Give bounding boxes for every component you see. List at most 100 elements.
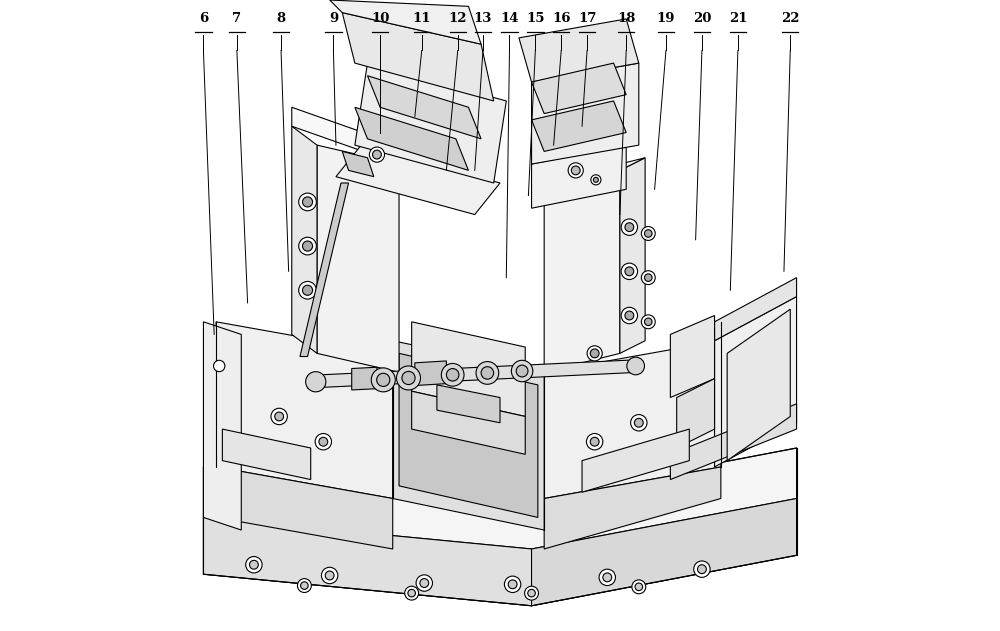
Circle shape: [632, 580, 646, 594]
Circle shape: [590, 437, 599, 446]
Polygon shape: [317, 145, 399, 372]
Circle shape: [214, 360, 225, 372]
Circle shape: [621, 219, 638, 235]
Polygon shape: [342, 151, 374, 177]
Circle shape: [397, 366, 420, 390]
Text: 6: 6: [199, 12, 208, 25]
Text: 20: 20: [693, 12, 711, 25]
Circle shape: [571, 166, 580, 175]
Polygon shape: [437, 385, 500, 423]
Polygon shape: [582, 429, 689, 492]
Polygon shape: [670, 404, 797, 480]
Text: 14: 14: [500, 12, 519, 25]
Circle shape: [644, 230, 652, 237]
Circle shape: [590, 349, 599, 358]
Circle shape: [481, 367, 494, 379]
Polygon shape: [203, 448, 797, 549]
Circle shape: [325, 571, 334, 580]
Circle shape: [641, 271, 655, 285]
Polygon shape: [330, 0, 481, 44]
Polygon shape: [677, 379, 715, 448]
Circle shape: [698, 565, 706, 574]
Polygon shape: [519, 19, 639, 82]
Circle shape: [635, 583, 643, 591]
Polygon shape: [342, 13, 494, 101]
Text: 19: 19: [657, 12, 675, 25]
Circle shape: [627, 357, 644, 375]
Circle shape: [508, 580, 517, 589]
Circle shape: [694, 561, 710, 577]
Polygon shape: [412, 322, 525, 416]
Polygon shape: [727, 309, 790, 461]
Polygon shape: [393, 341, 544, 530]
Circle shape: [631, 415, 647, 431]
Text: 8: 8: [276, 12, 286, 25]
Polygon shape: [222, 429, 311, 480]
Circle shape: [377, 374, 390, 386]
Text: 16: 16: [552, 12, 570, 25]
Circle shape: [371, 368, 395, 392]
Text: 22: 22: [781, 12, 800, 25]
Circle shape: [402, 372, 415, 384]
Circle shape: [644, 318, 652, 326]
Circle shape: [587, 346, 602, 361]
Polygon shape: [203, 322, 241, 530]
Circle shape: [568, 163, 583, 178]
Polygon shape: [216, 467, 393, 549]
Circle shape: [516, 365, 528, 377]
Circle shape: [369, 147, 385, 162]
Circle shape: [591, 175, 601, 185]
Circle shape: [416, 575, 432, 591]
Polygon shape: [715, 278, 797, 341]
Polygon shape: [300, 183, 349, 357]
Circle shape: [249, 560, 258, 569]
Circle shape: [299, 237, 316, 255]
Circle shape: [246, 557, 262, 573]
Text: 18: 18: [617, 12, 635, 25]
Circle shape: [297, 579, 311, 593]
Circle shape: [302, 241, 313, 251]
Text: 9: 9: [329, 12, 338, 25]
Text: 12: 12: [448, 12, 467, 25]
Circle shape: [599, 569, 615, 586]
Circle shape: [271, 408, 287, 425]
Circle shape: [621, 307, 638, 324]
Polygon shape: [670, 316, 715, 398]
Text: 7: 7: [232, 12, 241, 25]
Text: 11: 11: [413, 12, 431, 25]
Polygon shape: [203, 498, 797, 606]
Circle shape: [528, 589, 535, 597]
Text: 15: 15: [526, 12, 545, 25]
Polygon shape: [532, 101, 626, 151]
Circle shape: [593, 177, 598, 182]
Polygon shape: [352, 367, 377, 390]
Circle shape: [586, 433, 603, 450]
Polygon shape: [532, 63, 626, 114]
Circle shape: [634, 418, 643, 427]
Text: 21: 21: [729, 12, 747, 25]
Polygon shape: [367, 76, 481, 139]
Circle shape: [446, 369, 459, 381]
Circle shape: [644, 274, 652, 281]
Circle shape: [408, 589, 415, 597]
Polygon shape: [544, 158, 645, 189]
Circle shape: [405, 586, 419, 600]
Circle shape: [275, 412, 284, 421]
Text: 13: 13: [474, 12, 492, 25]
Polygon shape: [216, 322, 393, 498]
Circle shape: [299, 281, 316, 299]
Circle shape: [525, 586, 538, 600]
Circle shape: [299, 193, 316, 211]
Polygon shape: [399, 353, 538, 517]
Circle shape: [625, 223, 634, 232]
Polygon shape: [544, 467, 721, 549]
Circle shape: [306, 372, 326, 392]
Text: 10: 10: [371, 12, 389, 25]
Polygon shape: [620, 158, 645, 353]
Polygon shape: [292, 126, 317, 353]
Circle shape: [504, 576, 521, 593]
Polygon shape: [532, 498, 797, 606]
Polygon shape: [544, 341, 721, 498]
Polygon shape: [203, 517, 532, 606]
Polygon shape: [415, 361, 446, 386]
